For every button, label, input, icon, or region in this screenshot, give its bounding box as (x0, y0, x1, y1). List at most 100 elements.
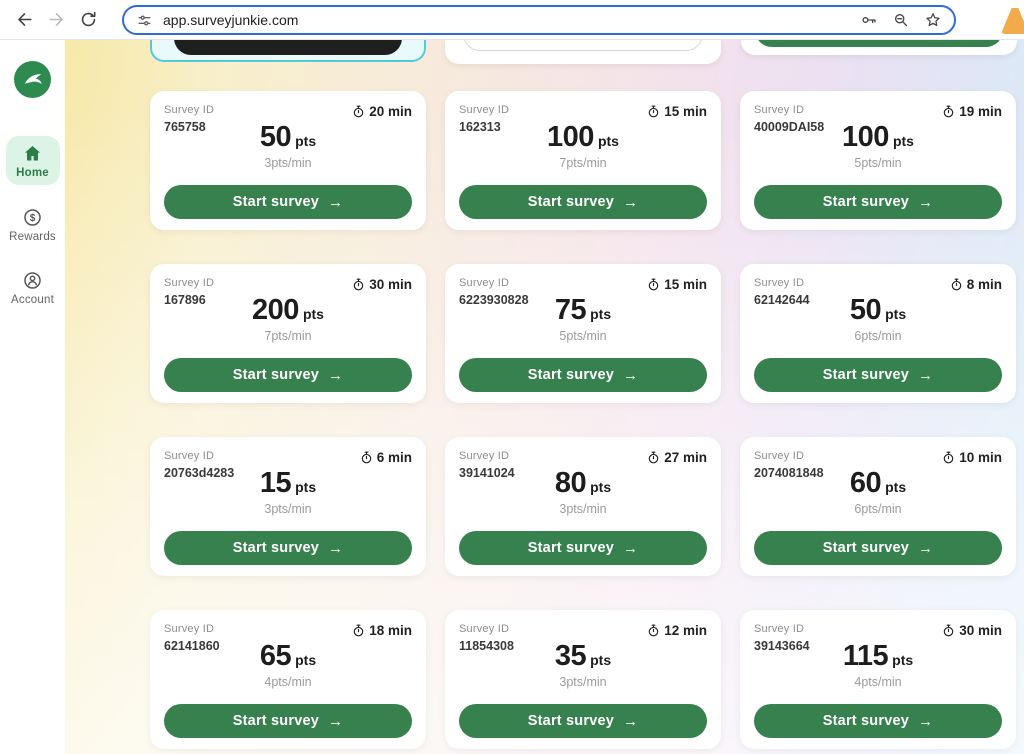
url-text[interactable]: app.surveyjunkie.com (163, 12, 299, 28)
survey-id-label: Survey ID (459, 623, 510, 635)
survey-id-label: Survey ID (459, 277, 510, 289)
survey-duration-text: 19 min (959, 104, 1002, 119)
survey-rate: 4pts/min (264, 675, 312, 689)
survey-duration: 15 min (647, 104, 707, 119)
start-survey-button[interactable]: Start survey → (459, 185, 707, 219)
start-survey-label: Start survey (822, 367, 910, 383)
partial-survey-card (445, 40, 721, 64)
survey-id-label: Survey ID (164, 623, 215, 635)
start-survey-button[interactable]: Start survey → (754, 185, 1002, 219)
start-survey-button[interactable]: Start survey → (459, 531, 707, 565)
start-survey-button[interactable]: Start survey → (754, 358, 1002, 392)
survey-rate: 7pts/min (559, 156, 607, 170)
sidebar-item-rewards[interactable]: $ Rewards (6, 200, 60, 249)
survey-id-value: 39143664 (754, 639, 810, 653)
survey-duration-text: 20 min (369, 104, 412, 119)
survey-card: Survey ID 20763d4283 6 min 15 pts 3pts/mi… (150, 437, 426, 576)
start-survey-label: Start survey (232, 194, 320, 210)
survey-duration: 6 min (360, 450, 412, 465)
survey-duration-text: 15 min (664, 277, 707, 292)
start-survey-button[interactable]: Start survey → (164, 185, 412, 219)
survey-id-value: 40009DAI58 (754, 120, 825, 134)
survey-card: Survey ID 167896 30 min 200 pts 7pts/min … (150, 264, 426, 403)
arrow-right-icon: → (918, 539, 934, 557)
partial-outline-button[interactable] (463, 40, 703, 51)
points-unit: pts (885, 479, 907, 495)
reload-button[interactable] (72, 4, 104, 36)
zoom-out-icon[interactable] (892, 11, 910, 29)
survey-rate: 5pts/min (854, 156, 902, 170)
passwords-key-icon[interactable] (860, 11, 878, 29)
bookmark-star-icon[interactable] (924, 11, 942, 29)
stopwatch-icon (648, 278, 659, 291)
start-survey-button[interactable]: Start survey → (164, 531, 412, 565)
stopwatch-icon (353, 624, 364, 637)
survey-points: 50 pts (740, 294, 1016, 327)
survey-id-value: 2074081848 (754, 466, 824, 480)
survey-id-label: Survey ID (164, 450, 215, 462)
sidebar-item-account[interactable]: Account (6, 263, 60, 312)
start-survey-button[interactable]: Start survey → (164, 704, 412, 738)
start-survey-button[interactable]: Start survey → (459, 358, 707, 392)
survey-duration: 10 min (942, 450, 1002, 465)
survey-duration: 30 min (352, 277, 412, 292)
points-number: 100 (842, 121, 889, 153)
points-number: 100 (547, 121, 594, 153)
stopwatch-icon (353, 105, 364, 118)
points-unit: pts (590, 479, 612, 495)
svg-text:$: $ (30, 213, 36, 224)
survey-card: Survey ID 765758 20 min 50 pts 3pts/min S… (150, 91, 426, 230)
url-bar[interactable]: app.surveyjunkie.com (122, 5, 956, 35)
arrow-right-icon: → (918, 366, 934, 384)
partial-dark-button[interactable] (174, 40, 402, 55)
points-number: 200 (252, 294, 299, 326)
points-unit: pts (590, 306, 612, 322)
survey-card: Survey ID 6223930828 15 min 75 pts 5pts/m… (445, 264, 721, 403)
arrow-right-icon: → (623, 712, 639, 730)
survey-id-value: 20763d4283 (164, 466, 235, 480)
points-unit: pts (597, 133, 619, 149)
survey-card: Survey ID 39143664 30 min 115 pts 4pts/mi… (740, 610, 1016, 749)
points-number: 60 (849, 467, 882, 499)
points-unit: pts (892, 133, 914, 149)
survey-id-label: Survey ID (754, 623, 805, 635)
home-icon (24, 145, 41, 161)
start-survey-button[interactable]: Start survey → (754, 531, 1002, 565)
survey-duration-text: 18 min (369, 623, 412, 638)
survey-card: Survey ID 40009DAI58 19 min 100 pts 5pts/… (740, 91, 1016, 230)
survey-id-label: Survey ID (459, 104, 510, 116)
survey-id-label: Survey ID (164, 277, 215, 289)
sidebar-item-home[interactable]: Home (5, 136, 60, 185)
survey-id-value: 765758 (164, 120, 206, 134)
survey-id-label: Survey ID (754, 104, 805, 116)
survey-rate: 6pts/min (854, 329, 902, 343)
points-unit: pts (295, 652, 317, 668)
back-button[interactable] (8, 4, 40, 36)
start-survey-button[interactable]: Start survey → (754, 704, 1002, 738)
survey-grid: Survey ID 765758 20 min 50 pts 3pts/min S… (150, 91, 1016, 749)
survey-duration-text: 15 min (664, 104, 707, 119)
sidebar-item-label: Account (11, 294, 54, 306)
points-unit: pts (295, 479, 317, 495)
survey-card: Survey ID 62141860 18 min 65 pts 4pts/min… (150, 610, 426, 749)
survey-rate: 3pts/min (559, 675, 607, 689)
bird-logo-icon (24, 73, 42, 84)
surveyjunkie-logo[interactable] (14, 61, 51, 98)
points-number: 75 (554, 294, 587, 326)
survey-points: 80 pts (445, 467, 721, 500)
profile-avatar-icon[interactable] (1001, 8, 1024, 34)
start-survey-button[interactable]: Start survey → (164, 358, 412, 392)
survey-id-value: 39141024 (459, 466, 515, 480)
survey-duration-text: 30 min (959, 623, 1002, 638)
site-settings-icon[interactable] (136, 12, 153, 29)
survey-card: Survey ID 39141024 27 min 80 pts 3pts/min… (445, 437, 721, 576)
partial-green-button[interactable] (755, 40, 1003, 47)
survey-duration: 12 min (647, 623, 707, 638)
back-arrow-icon (17, 13, 32, 26)
survey-points: 200 pts (150, 294, 426, 327)
survey-points: 75 pts (445, 294, 721, 327)
start-survey-button[interactable]: Start survey → (459, 704, 707, 738)
forward-button[interactable] (40, 4, 72, 36)
points-number: 115 (842, 640, 889, 672)
points-unit: pts (885, 306, 907, 322)
